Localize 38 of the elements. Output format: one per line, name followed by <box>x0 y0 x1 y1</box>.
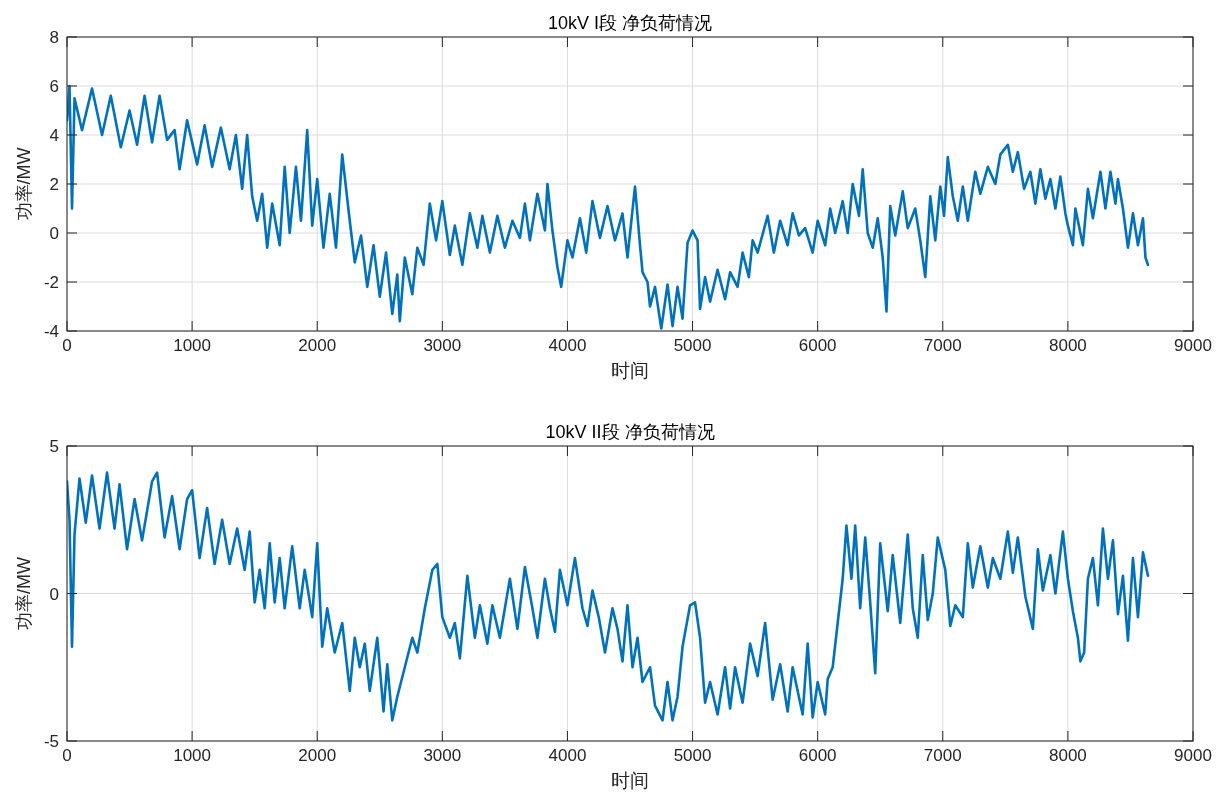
chart-title: 10kV II段 净负荷情况 <box>545 422 715 442</box>
y-tick-label: 0 <box>49 224 59 243</box>
y-tick-label: 2 <box>49 175 59 194</box>
x-tick-label: 3000 <box>423 746 462 765</box>
x-tick-label: 9000 <box>1174 336 1212 355</box>
y-tick-label: 0 <box>49 584 59 604</box>
x-tick-label: 8000 <box>1048 746 1087 765</box>
x-tick-label: 1000 <box>173 746 212 765</box>
x-tick-label: 1000 <box>173 336 212 355</box>
x-tick-label: 8000 <box>1048 336 1087 355</box>
y-tick-label: 5 <box>49 437 59 456</box>
x-tick-label: 2000 <box>298 746 337 765</box>
x-tick-label: 6000 <box>798 336 837 355</box>
y-tick-label: -5 <box>43 732 59 751</box>
x-tick-label: 7000 <box>923 746 962 765</box>
y-axis-title: 功率/MW <box>14 147 34 221</box>
y-axis-title: 功率/MW <box>14 557 34 630</box>
x-tick-label: 4000 <box>548 336 587 355</box>
line-series <box>67 84 1150 330</box>
x-tick-label: 7000 <box>923 336 962 355</box>
y-tick-label: 6 <box>49 77 59 96</box>
y-tick-label: -2 <box>43 273 59 292</box>
x-axis-title: 时间 <box>611 770 649 791</box>
x-tick-label: 5000 <box>673 746 712 765</box>
x-tick-label: 9000 <box>1174 746 1212 765</box>
x-tick-label: 3000 <box>423 336 462 355</box>
x-tick-label: 2000 <box>298 336 337 355</box>
chart-title: 10kV I段 净负荷情况 <box>547 13 713 33</box>
y-tick-label: 4 <box>49 126 59 145</box>
y-tick-label: -4 <box>43 322 59 341</box>
x-tick-label: 0 <box>62 336 72 355</box>
x-axis-title: 时间 <box>611 360 649 381</box>
x-tick-label: 4000 <box>548 746 587 765</box>
x-tick-label: 0 <box>62 746 72 765</box>
x-tick-label: 5000 <box>673 336 712 355</box>
x-tick-label: 6000 <box>798 746 837 765</box>
y-tick-label: 8 <box>49 28 59 47</box>
line-series <box>67 471 1150 722</box>
